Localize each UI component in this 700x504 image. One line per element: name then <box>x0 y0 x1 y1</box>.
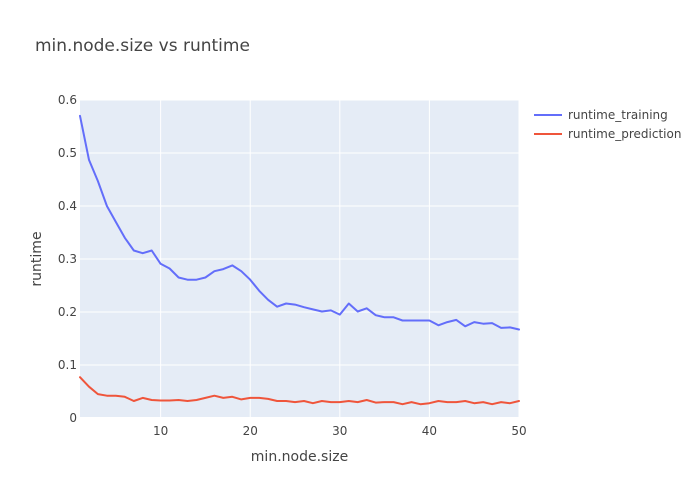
y-axis-label: runtime <box>29 231 45 286</box>
series-lines <box>79 114 520 406</box>
chart-title: min.node.size vs runtime <box>35 36 250 56</box>
x-tick-label: 20 <box>243 424 258 438</box>
y-tick-label: 0.3 <box>58 252 77 266</box>
x-tick-label: 50 <box>511 424 526 438</box>
x-tick-label: 10 <box>153 424 168 438</box>
legend: runtime_training runtime_prediction <box>534 108 681 141</box>
y-tick-label: 0 <box>69 411 77 425</box>
y-tick-label: 0.6 <box>58 93 77 107</box>
grid-lines <box>80 99 520 419</box>
series-line-runtime-training <box>79 114 520 331</box>
tick-labels: 10 20 30 40 50 0 0.1 0.2 0.3 0.4 0.5 0.6 <box>58 93 527 438</box>
series-line-runtime-prediction <box>79 376 520 406</box>
x-tick-label: 30 <box>332 424 347 438</box>
legend-label-runtime-prediction: runtime_prediction <box>568 127 681 141</box>
y-tick-label: 0.5 <box>58 146 77 160</box>
y-tick-label: 0.2 <box>58 305 77 319</box>
x-tick-label: 40 <box>422 424 437 438</box>
legend-label-runtime-training: runtime_training <box>568 108 668 122</box>
x-axis-label: min.node.size <box>251 449 348 465</box>
y-tick-label: 0.4 <box>58 199 77 213</box>
y-tick-label: 0.1 <box>58 358 77 372</box>
